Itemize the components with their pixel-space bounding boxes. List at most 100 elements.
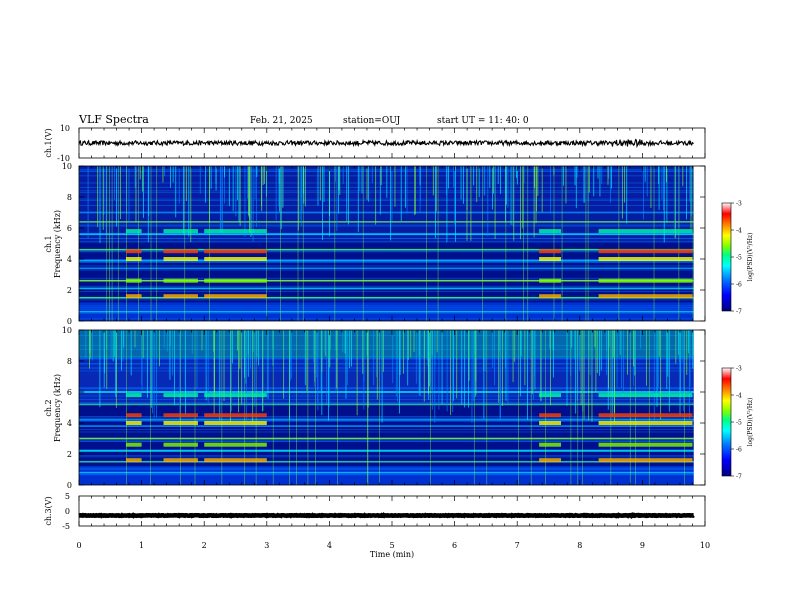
faint-band xyxy=(79,419,694,421)
ch3-waveform-ticks xyxy=(78,496,706,526)
waveform-line xyxy=(78,138,694,149)
faint-band xyxy=(79,288,694,290)
emission-burst xyxy=(204,278,267,283)
ch3-ytick-top: 5 xyxy=(65,492,70,501)
emission-burst xyxy=(125,421,142,425)
faint-band xyxy=(79,363,694,365)
faint-band xyxy=(79,234,694,236)
emission-burst xyxy=(204,442,267,447)
freq-ticklabel: 8 xyxy=(67,357,72,366)
faint-band xyxy=(79,388,694,390)
faint-band xyxy=(79,240,694,242)
ch2-spectrogram-panel: 0 2 4 6 8 10 ch.2 Frequency (kHz) xyxy=(44,326,706,490)
faint-band xyxy=(79,449,694,450)
emission-burst xyxy=(539,458,562,463)
ch2-frequency-axis-label: Frequency (kHz) xyxy=(53,374,62,442)
faint-band xyxy=(79,312,694,314)
emission-burst xyxy=(539,393,562,398)
faint-band xyxy=(79,469,694,470)
emission-burst xyxy=(598,278,693,283)
freq-ticklabel: 10 xyxy=(62,162,72,171)
emission-burst xyxy=(125,249,142,254)
start-time-label: start UT = 11: 40: 0 xyxy=(437,116,529,126)
faint-band xyxy=(79,299,694,301)
faint-band xyxy=(79,175,694,177)
no-data-region xyxy=(693,166,705,321)
emission-burst xyxy=(598,393,693,398)
faint-band xyxy=(79,212,694,214)
colorbar-ticklabel: -5 xyxy=(736,420,742,427)
faint-band xyxy=(79,399,694,400)
faint-band xyxy=(79,468,694,470)
faint-band xyxy=(79,259,694,260)
emission-burst xyxy=(163,393,198,398)
ch1-colorbar-label: log(PSD)(V²/Hz) xyxy=(747,233,754,282)
emission-burst xyxy=(598,458,693,463)
faint-band xyxy=(79,182,694,184)
frequency-band xyxy=(79,279,694,282)
emission-burst xyxy=(539,442,562,447)
emission-burst xyxy=(163,294,198,299)
ch1-waveform-panel: 10 -10 ch.1(V) xyxy=(44,124,706,163)
time-ticklabel: 4 xyxy=(327,541,332,550)
emission-burst xyxy=(204,229,267,234)
freq-ticklabel: 0 xyxy=(67,481,72,490)
frequency-band xyxy=(79,267,694,270)
faint-band xyxy=(79,224,694,226)
emission-burst xyxy=(163,458,198,463)
ch1-spectrogram-content xyxy=(78,166,705,321)
emission-burst xyxy=(125,393,142,398)
faint-band xyxy=(79,308,694,310)
faint-band xyxy=(79,418,694,419)
faint-band xyxy=(79,241,694,243)
time-axis-ticklabels: 0 1 2 3 4 5 6 7 8 9 10 xyxy=(76,541,710,550)
ch1-frequency-ticklabels: 0 2 4 6 8 10 xyxy=(62,162,705,326)
colorbar-ticklabel: -6 xyxy=(736,447,742,454)
emission-burst xyxy=(539,257,562,261)
ch3-waveform-ylabel: ch.3(V) xyxy=(44,496,53,525)
ch2-spectrogram-ticks xyxy=(78,330,706,485)
ch1-waveform-ylabel: ch.1(V) xyxy=(44,128,53,157)
faint-band xyxy=(79,200,694,201)
ch1-spectrogram-ticks xyxy=(78,166,706,321)
faint-band xyxy=(79,305,694,307)
freq-ticklabel: 2 xyxy=(67,286,72,295)
ch1-ytick-top: 10 xyxy=(60,124,70,133)
ch3-ytick-bottom: -5 xyxy=(62,522,70,531)
emission-burst xyxy=(163,249,198,254)
frequency-band xyxy=(79,310,694,313)
ch3-waveform-trace xyxy=(78,512,695,520)
frequency-band xyxy=(79,471,694,474)
faint-band xyxy=(79,170,694,172)
freq-ticklabel: 4 xyxy=(67,255,72,264)
emission-burst xyxy=(204,393,267,398)
faint-band xyxy=(79,439,694,441)
faint-band xyxy=(79,285,694,287)
emission-burst xyxy=(598,229,693,234)
emission-burst xyxy=(204,421,267,425)
ch2-colorbar: -3 -4 -5 -6 -7 log(PSD)(V²/Hz) xyxy=(721,366,754,481)
ch2-frequency-ticklabels: 0 2 4 6 8 10 xyxy=(62,326,705,490)
freq-ticklabel: 6 xyxy=(67,224,72,233)
ch1-colorbar: -3 -4 -5 -6 -7 log(PSD)(V²/Hz) xyxy=(721,201,754,316)
faint-band xyxy=(79,363,694,364)
frequency-band xyxy=(79,391,694,393)
emission-burst xyxy=(539,278,562,283)
time-ticklabel: 7 xyxy=(515,541,520,550)
colorbar-ticklabel: -3 xyxy=(736,201,742,208)
frequency-band xyxy=(79,259,694,262)
time-axis-label: Time (min) xyxy=(370,550,414,559)
ch2-spectrogram-content xyxy=(78,330,705,485)
emission-burst xyxy=(204,249,267,254)
faint-band xyxy=(79,168,694,170)
faint-band xyxy=(79,265,694,267)
faint-band xyxy=(79,251,694,253)
faint-band xyxy=(79,466,694,468)
emission-burst xyxy=(204,458,267,463)
upper-saturation xyxy=(79,330,694,358)
emission-burst xyxy=(125,294,142,299)
faint-band xyxy=(79,431,694,433)
faint-band xyxy=(79,237,694,239)
emission-burst xyxy=(125,278,142,283)
emission-burst xyxy=(163,278,198,283)
